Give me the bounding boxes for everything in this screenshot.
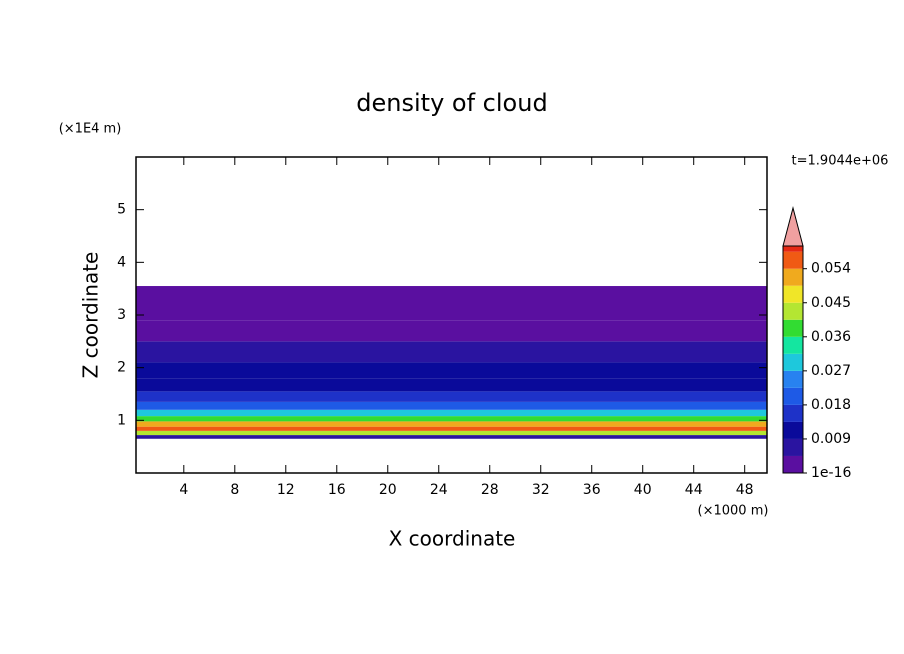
contour-band (136, 362, 767, 379)
colorbar-band (783, 370, 803, 388)
y-tick-label: 4 (117, 254, 126, 270)
x-unit: (×1000 m) (698, 504, 769, 519)
contour-band (136, 286, 767, 321)
colorbar-band (783, 404, 803, 422)
colorbar-band (783, 438, 803, 456)
contour-band (136, 409, 767, 417)
x-tick-label: 20 (379, 482, 397, 498)
colorbar-band (783, 455, 803, 473)
contour-band (136, 426, 767, 431)
x-tick-label: 4 (179, 482, 188, 498)
colorbar-tick-label: 0.027 (811, 363, 851, 379)
y-tick-label: 5 (117, 202, 126, 218)
x-tick-label: 36 (583, 482, 601, 498)
colorbar-tick-label: 1e-16 (811, 465, 851, 481)
colorbar-band (783, 319, 803, 337)
x-tick-label: 12 (277, 482, 295, 498)
y-tick-label: 1 (117, 412, 126, 428)
y-tick-label: 2 (117, 360, 126, 376)
contour-band (136, 430, 767, 436)
contour-band (136, 416, 767, 422)
colorbar-band (783, 353, 803, 371)
colorbar-band (783, 268, 803, 286)
contour-band (136, 401, 767, 410)
colorbar-band (783, 285, 803, 303)
colorbar-tick-label: 0.054 (811, 261, 851, 277)
colorbar-band (783, 387, 803, 405)
colorbar-tick-label: 0.036 (811, 329, 851, 345)
y-axis-label: Z coordinate (79, 252, 103, 379)
colorbar-tick-label: 0.018 (811, 397, 851, 413)
colorbar-band (783, 336, 803, 354)
colorbar-band (783, 421, 803, 439)
contour-band (136, 378, 767, 392)
colorbar-frame (782, 245, 804, 474)
x-tick-label: 40 (634, 482, 652, 498)
contour-band (136, 421, 767, 427)
x-tick-label: 44 (685, 482, 703, 498)
x-tick-label: 48 (736, 482, 754, 498)
contour-band (136, 341, 767, 363)
contour-band (136, 320, 767, 342)
x-tick-label: 8 (230, 482, 239, 498)
x-tick-label: 16 (328, 482, 346, 498)
colorbar-overflow (782, 206, 804, 247)
colorbar-band (783, 246, 803, 252)
x-tick-label: 28 (481, 482, 499, 498)
y-tick-label: 3 (117, 307, 126, 323)
chart-title: density of cloud (356, 89, 547, 117)
colorbar-band (783, 251, 803, 269)
colorbar-band (783, 302, 803, 320)
contour-band (136, 391, 767, 402)
x-tick-label: 24 (430, 482, 448, 498)
colorbar-tick-label: 0.009 (811, 431, 851, 447)
contour-band (136, 435, 767, 439)
x-tick-label: 32 (532, 482, 550, 498)
colorbar-tick-label: 0.045 (811, 295, 851, 311)
x-axis-label: X coordinate (389, 527, 516, 551)
y-unit: (×1E4 m) (59, 122, 122, 137)
time-label: t=1.9044e+06 (792, 154, 889, 169)
